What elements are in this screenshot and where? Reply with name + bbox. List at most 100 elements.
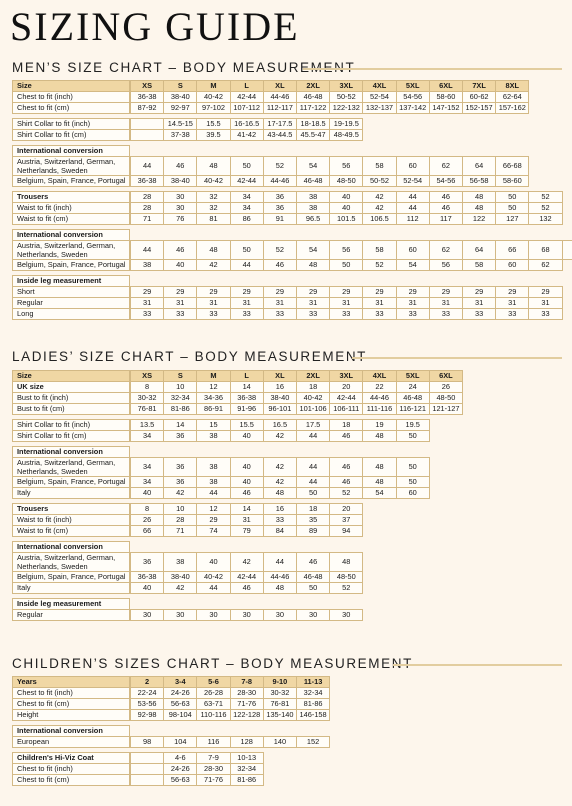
table-cell: 76 [163,213,198,225]
table-cell: 33 [296,308,331,320]
row-label: Italy [12,487,130,499]
table-cell: 132 [528,213,563,225]
table-cell: 50 [329,259,364,271]
table-cell: 46 [163,240,198,260]
table-cell: 54 [296,156,331,176]
table-cell: 135-140 [262,709,297,721]
table-cell: 54 [362,487,397,499]
page-title: SIZING GUIDE [10,4,300,49]
ladies-title-rule [352,357,562,359]
men-section-title: MEN’S SIZE CHART – BODY MEASUREMENT [12,60,356,75]
table-cell: 60 [395,240,430,260]
table-cell: 54-56 [428,175,463,187]
table-cell: 40 [130,487,165,499]
table-cell: 147-152 [428,102,463,114]
table-cell: 37-38 [163,129,198,141]
table-cell: 58-60 [495,175,530,187]
table-cell: 34 [130,457,165,477]
row-label: Belgium, Spain, France, Portugal [12,175,130,187]
table-cell: 46 [229,582,264,594]
table-cell: 81 [196,213,231,225]
table-cell [130,774,165,786]
table-cell: 76-81 [130,403,165,415]
table-cell: 36 [130,552,165,572]
table-cell: 89 [296,525,331,537]
table-cell: 42 [262,430,297,442]
table-cell: 38 [163,552,198,572]
table-cell: 38 [196,430,231,442]
table-cell: 111-116 [362,403,397,415]
table-cell: 66-68 [495,156,530,176]
table-cell: 48-49.5 [329,129,364,141]
table-cell: 52 [262,156,297,176]
table-cell: 33 [229,308,264,320]
table-cell: 112 [395,213,430,225]
table-cell: 46-48 [296,175,331,187]
table-cell: 62 [428,156,463,176]
row-label: Waist to fit (cm) [12,525,130,537]
table-cell: 96.5 [296,213,331,225]
table-cell: 48 [196,156,231,176]
table-cell: 33 [395,308,430,320]
table-cell: 50 [395,430,430,442]
table-cell: 42-44 [229,175,264,187]
table-cell: 38-40 [163,175,198,187]
table-cell: 52 [329,487,364,499]
table-cell: 84 [262,525,297,537]
row-label: Regular [12,609,130,621]
table-cell: 91-96 [229,403,264,415]
table-cell: 128 [229,736,264,748]
row-label: Height [12,709,130,721]
table-cell: 52 [329,582,364,594]
table-cell: 48 [262,582,297,594]
table-cell: 74 [196,525,231,537]
table-cell: 107-112 [229,102,264,114]
row-label: Belgium, Spain, France, Portugal [12,259,130,271]
table-cell: 56 [329,240,364,260]
table-cell: 92-98 [130,709,165,721]
row-label: European [12,736,130,748]
table-cell: 44 [296,457,331,477]
table-cell: 40 [130,582,165,594]
row-label: Austria, Switzerland, German, Netherland… [12,552,130,572]
table-cell: 50 [296,582,331,594]
table-cell: 71-76 [196,774,231,786]
table-cell: 30 [329,609,364,621]
table-cell: 36 [163,457,198,477]
row-label: Austria, Switzerland, German, Netherland… [12,240,130,260]
table-cell: 38 [130,259,165,271]
table-cell: 140 [262,736,297,748]
table-cell: 48 [362,457,397,477]
table-cell: 56-63 [163,774,198,786]
table-cell: 38 [196,457,231,477]
table-cell: 33 [495,308,530,320]
table-cell: 152-157 [462,102,497,114]
table-cell: 33 [163,308,198,320]
table-cell: 46 [262,259,297,271]
table-cell: 52 [528,202,563,214]
row-label: Austria, Switzerland, German, Netherland… [12,457,130,477]
table-cell: 48 [196,240,231,260]
table-cell: 46 [296,552,331,572]
table-cell: 44 [196,582,231,594]
table-cell: 36 [163,430,198,442]
table-cell: 132-137 [362,102,397,114]
table-cell: 48 [362,430,397,442]
table-cell: 112-117 [262,102,297,114]
table-cell: 42 [229,552,264,572]
table-cell: 97-102 [196,102,231,114]
table-cell: 33 [428,308,463,320]
table-cell: 52 [362,259,397,271]
table-cell: 104 [163,736,198,748]
table-cell: 58 [462,259,497,271]
table-cell: 94 [329,525,364,537]
table-cell: 60 [495,259,530,271]
table-cell: 41-42 [229,129,264,141]
table-cell: 39.5 [196,129,231,141]
table-cell: 68 [528,240,563,260]
table-cell: 56 [428,259,463,271]
table-cell: 157-162 [495,102,530,114]
table-cell: 116 [196,736,231,748]
table-cell: 117 [428,213,463,225]
table-cell: 66 [130,525,165,537]
